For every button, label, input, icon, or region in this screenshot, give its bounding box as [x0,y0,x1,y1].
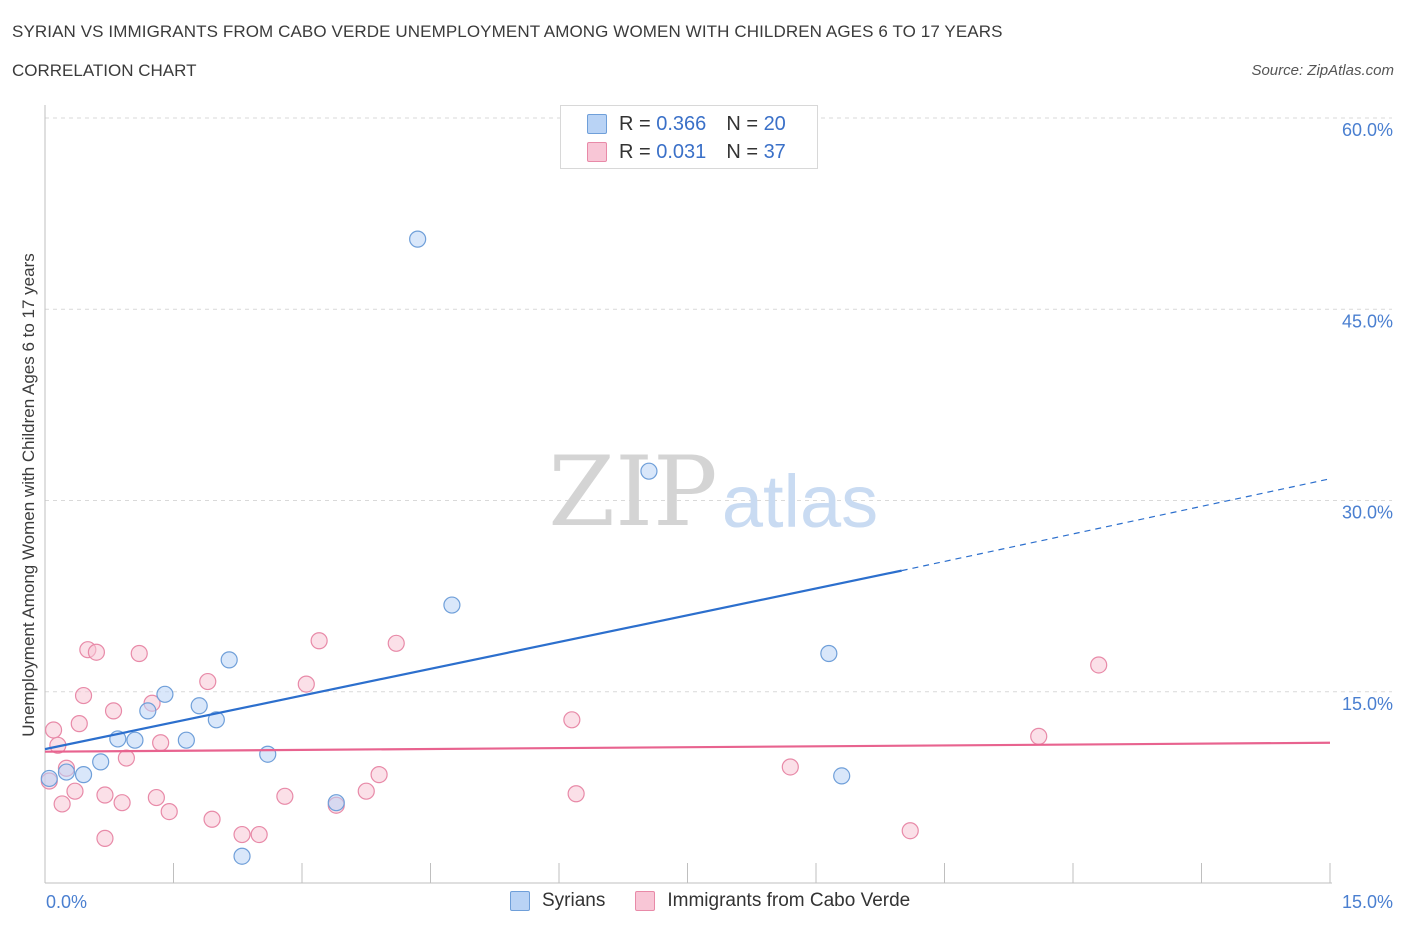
legend-r-value: 0.366 [656,112,707,135]
legend-r-label: R = [619,140,657,163]
legend-label-syrians: Syrians [542,890,606,911]
caboverde-point [357,782,375,800]
caboverde-point [96,829,114,847]
legend-swatch-syrians [587,114,607,134]
caboverde-point [370,766,388,784]
caboverde-point [53,795,71,813]
y-tick-label: 45.0% [1342,311,1393,331]
legend-swatch-caboverde [635,891,656,911]
chart-subtitle: CORRELATION CHART [12,61,197,80]
syrians-trend-extension [901,478,1331,572]
syrians-point [156,685,174,703]
caboverde-point [203,810,221,828]
legend-n-label: N = [726,112,764,135]
legend-swatch-syrians [510,891,530,911]
y-tick-label: 60.0% [1342,120,1393,140]
syrians-point [74,766,93,784]
legend-item-caboverde: Immigrants from Cabo Verde [635,890,910,912]
watermark-atlas: atlas [722,460,878,543]
bottom-legend: Syrians Immigrants from Cabo Verde [510,888,940,914]
x-tick-label: 0.0% [46,892,87,912]
chart-title: SYRIAN VS IMMIGRANTS FROM CABO VERDE UNE… [12,22,1003,41]
syrians-point [327,794,345,812]
y-tick-label: 30.0% [1342,503,1393,523]
syrians-trend-line [44,569,902,751]
syrians-point [126,731,144,749]
syrians-point [443,596,461,614]
syrians-point [833,767,851,785]
watermark-zip: ZIP [548,436,717,548]
legend-item-syrians: Syrians [510,890,605,912]
caboverde-point [96,786,114,804]
x-tick-label: 15.0% [1342,892,1393,912]
grid-lines [45,117,1392,693]
caboverde-point [233,825,251,844]
caboverde-point [199,672,217,691]
legend-r-label: R = [619,112,657,135]
syrians-point [139,702,157,720]
source-label: Source: ZipAtlas.com [1251,62,1394,79]
caboverde-point [901,822,919,840]
legend-row-syrians: R = 0.366 N = 20 [587,111,786,137]
caboverde-trend-line [44,741,1331,753]
caboverde-point [1090,656,1108,674]
caboverde-point [563,711,581,729]
caboverde-point [310,632,328,650]
caboverde-point [276,787,294,805]
syrians-point [177,731,195,749]
syrians-point [640,462,658,480]
tick-labels: 15.0% 30.0% 45.0% 60.0% 0.0% 15.0% [46,120,1393,912]
caboverde-point [87,643,106,661]
legend-label-caboverde: Immigrants from Cabo Verde [667,890,911,911]
caboverde-point [70,715,88,733]
caboverde-point [44,721,63,739]
legend-swatch-caboverde [587,142,607,162]
watermark: ZIP atlas [548,436,878,548]
syrians-point [207,711,225,729]
legend-n-value: 37 [763,140,786,163]
caboverde-point [130,644,148,663]
caboverde-point [74,686,93,705]
legend-n-value: 20 [763,112,786,135]
caboverde-point [250,825,268,844]
trend-lines [44,478,1331,753]
legend-box: R = 0.366 N = 20 R = 0.031 N = 37 [560,105,818,169]
data-points [40,230,1108,865]
caboverde-point [781,758,799,776]
caboverde-point [66,782,84,800]
syrians-point [220,651,238,669]
caboverde-point [160,802,178,821]
legend-n-label: N = [726,140,764,163]
syrians-point [259,745,277,763]
caboverde-point [117,749,135,767]
syrians-point [820,644,838,663]
caboverde-point [152,734,170,752]
caboverde-point [147,788,165,807]
legend-r-value: 0.031 [656,140,707,163]
syrians-point [233,847,251,865]
caboverde-point [1030,727,1048,745]
y-axis-label: Unemployment Among Women with Children A… [19,253,38,737]
caboverde-point [113,794,131,812]
caboverde-point [297,675,315,693]
syrians-point [92,753,110,771]
y-tick-label: 15.0% [1342,694,1393,714]
syrians-point [57,763,76,781]
caboverde-point [104,702,123,720]
caboverde-point [387,634,405,652]
syrians-point [409,230,427,248]
legend-row-caboverde: R = 0.031 N = 37 [587,139,786,165]
axes [44,105,1332,884]
syrians-point [190,697,208,715]
syrians-point [40,769,58,788]
caboverde-point [567,785,585,803]
